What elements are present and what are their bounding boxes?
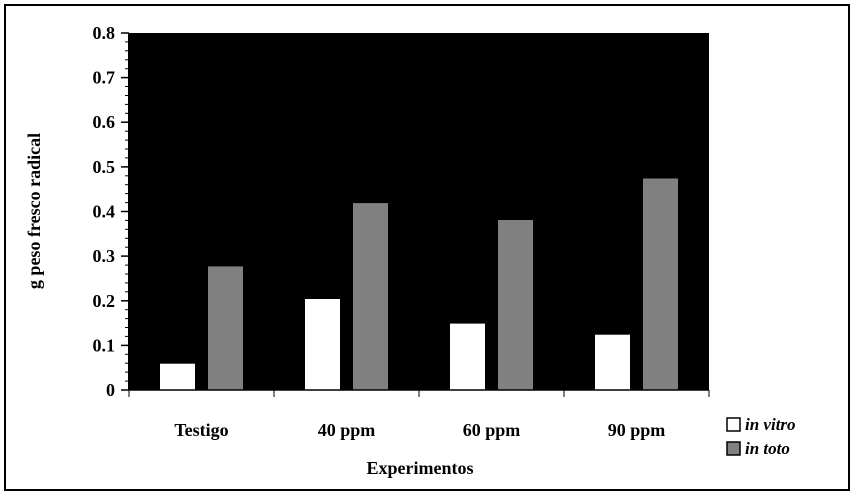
legend-swatch-in-vitro xyxy=(726,417,741,432)
y-tick-label: 0.7 xyxy=(93,68,116,88)
bar-90-ppm-in-toto xyxy=(642,177,679,391)
axes-group xyxy=(121,32,710,397)
y-tick-label: 0.5 xyxy=(93,157,116,177)
legend: in vitro in toto xyxy=(726,415,796,458)
y-tick-label: 0.3 xyxy=(93,246,116,266)
legend-label-in-vitro: in vitro xyxy=(745,415,796,434)
x-tick-label: 40 ppm xyxy=(318,420,376,440)
x-tick-label: Testigo xyxy=(174,420,228,440)
y-tick-labels: 0 0.1 0.2 0.3 0.4 0.5 0.6 0.7 0.8 xyxy=(93,23,116,400)
y-tick-label: 0.6 xyxy=(93,112,116,132)
x-tick-label: 60 ppm xyxy=(463,420,521,440)
bars-group xyxy=(159,177,679,391)
bar-60-ppm-in-vitro xyxy=(449,322,486,391)
bar-60-ppm-in-toto xyxy=(497,219,534,391)
y-tick-label: 0 xyxy=(106,380,115,400)
legend-swatch-in-toto xyxy=(726,441,741,456)
y-axis-title: g peso fresco radical xyxy=(24,133,44,289)
bar-testigo-in-vitro xyxy=(159,362,196,391)
bar-40-ppm-in-vitro xyxy=(304,298,341,391)
bar-90-ppm-in-vitro xyxy=(594,333,631,391)
y-tick-label: 0.2 xyxy=(93,291,116,311)
x-axis-title: Experimentos xyxy=(367,458,474,478)
x-tick-labels: Testigo 40 ppm 60 ppm 90 ppm xyxy=(174,420,665,440)
y-tick-label: 0.8 xyxy=(93,23,116,43)
y-tick-label: 0.1 xyxy=(93,335,116,355)
legend-label-in-toto: in toto xyxy=(745,439,790,458)
bar-testigo-in-toto xyxy=(207,265,244,391)
x-tick-label: 90 ppm xyxy=(608,420,666,440)
bar-40-ppm-in-toto xyxy=(352,202,389,391)
y-tick-label: 0.4 xyxy=(93,202,116,222)
